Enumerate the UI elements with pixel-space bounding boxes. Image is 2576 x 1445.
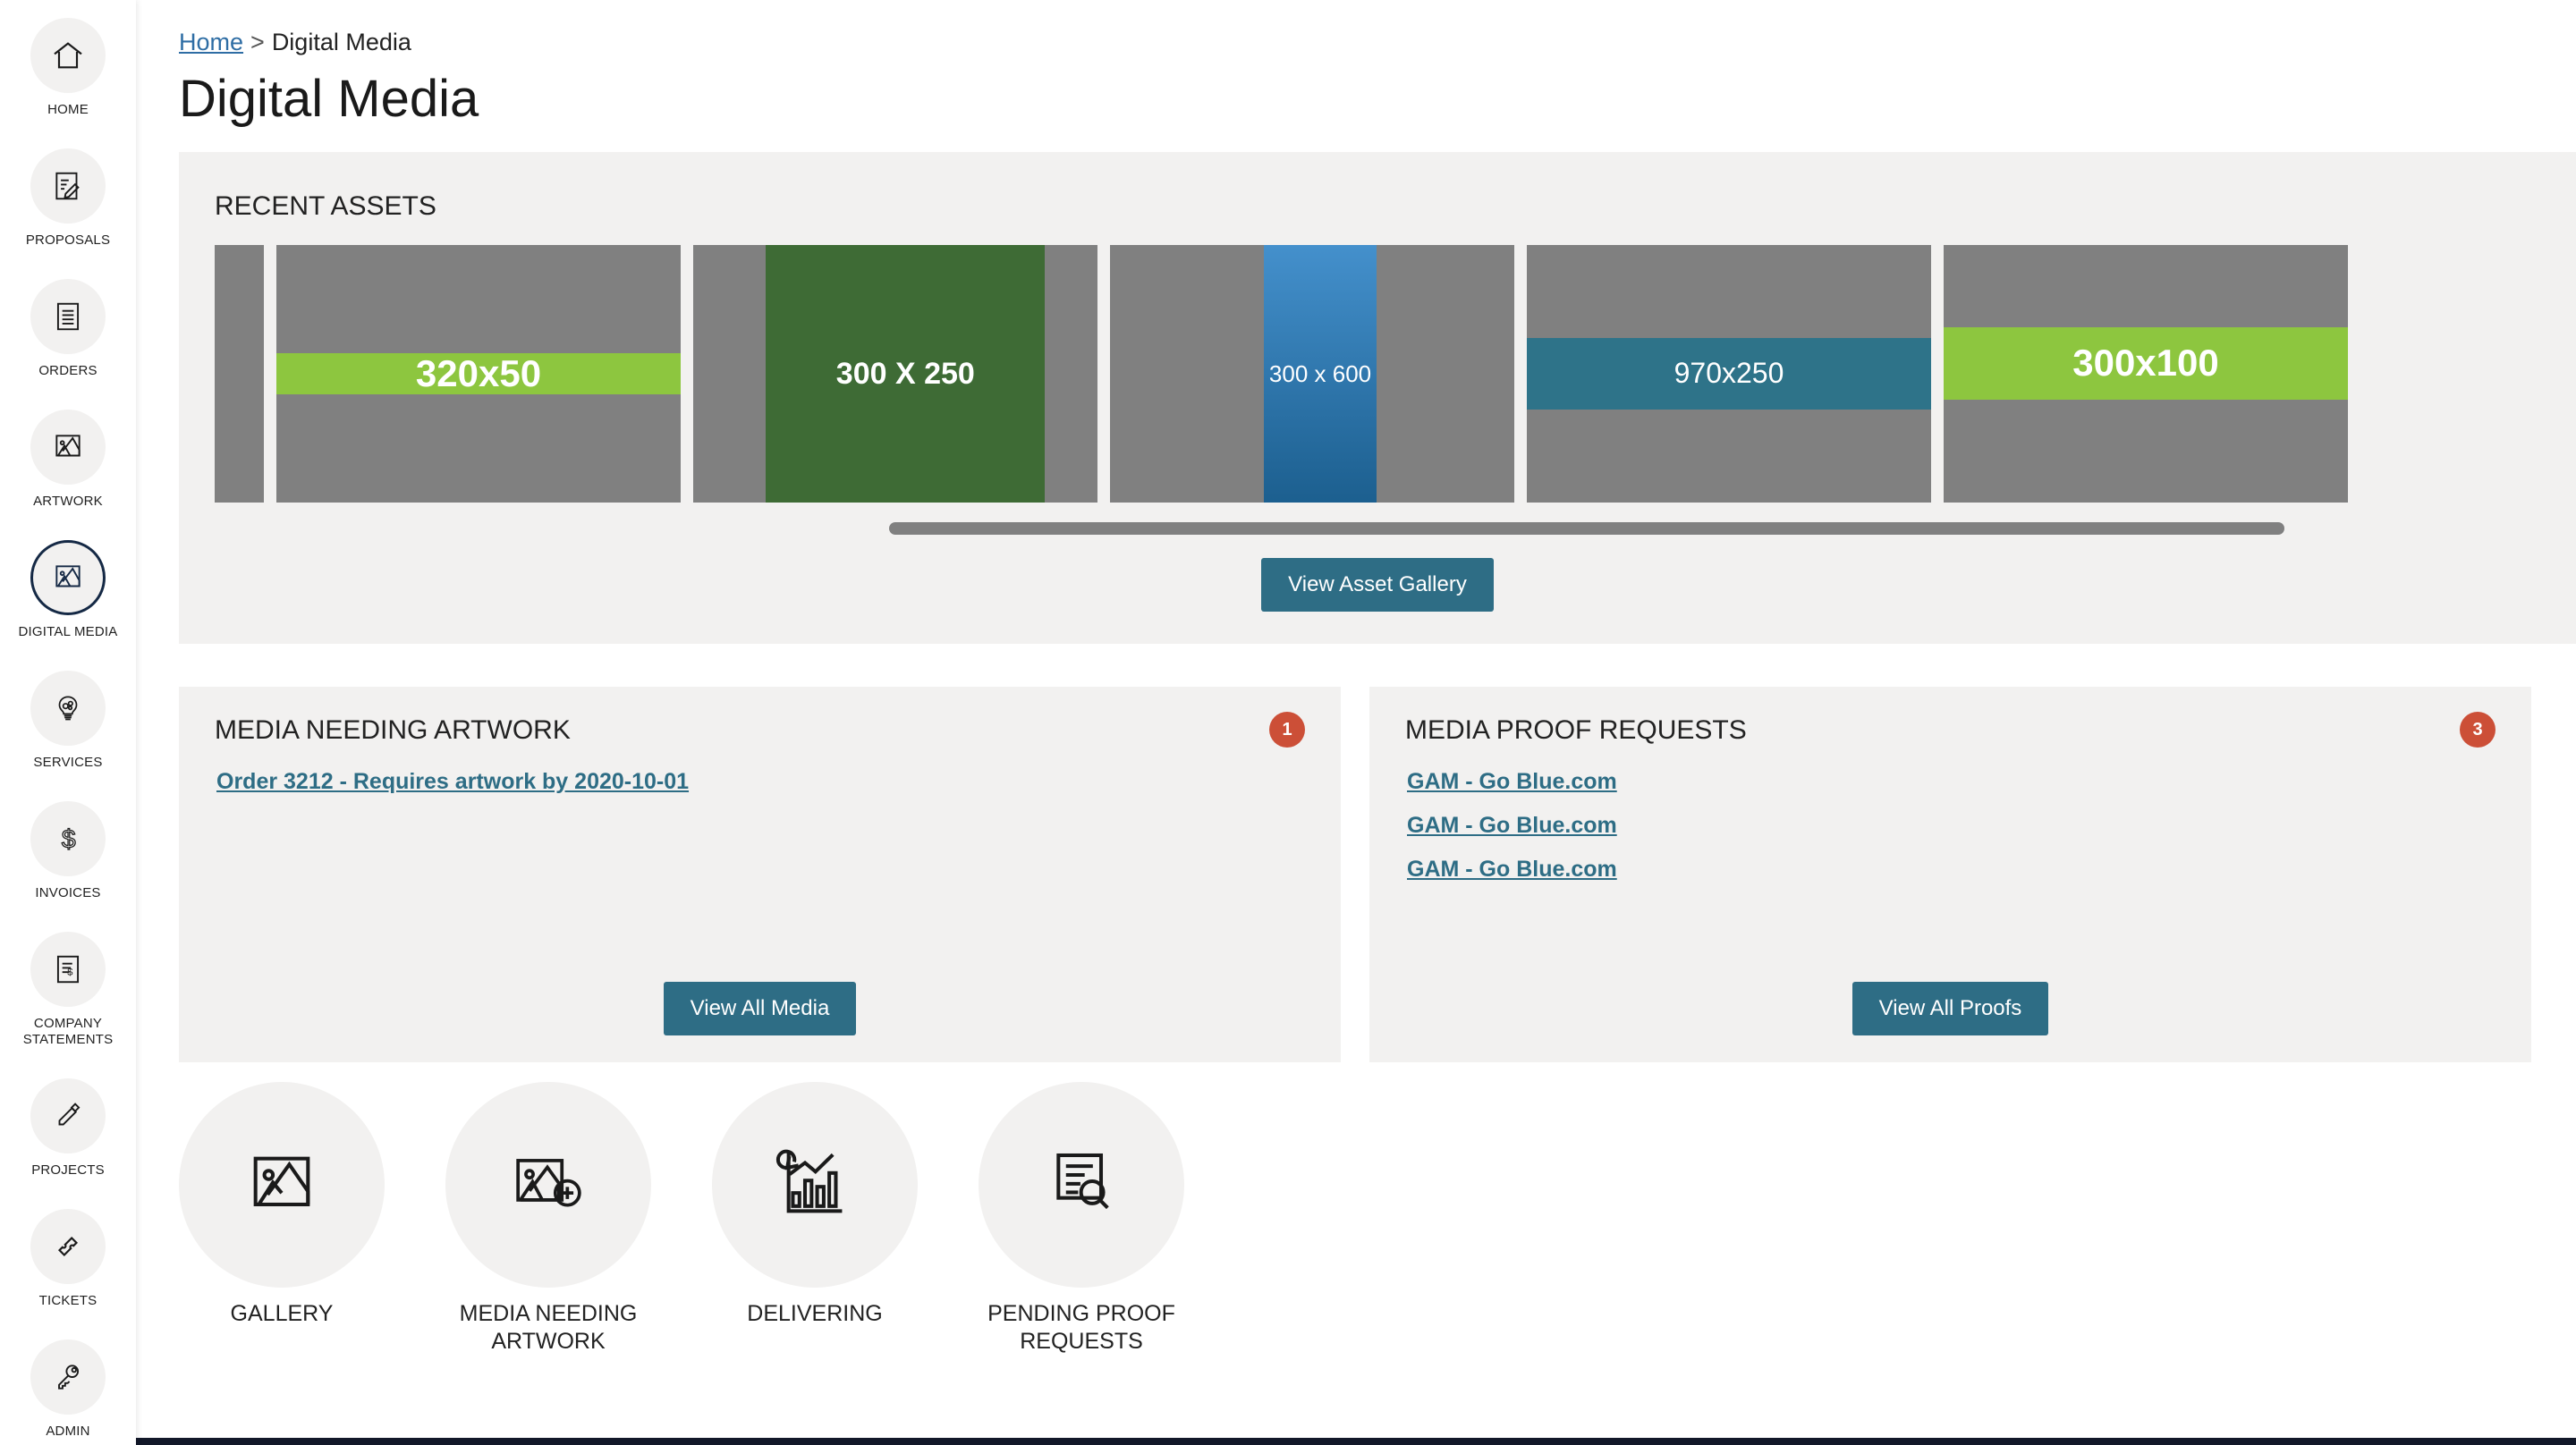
svg-text:$: $	[67, 967, 72, 977]
svg-text:$: $	[62, 825, 76, 854]
